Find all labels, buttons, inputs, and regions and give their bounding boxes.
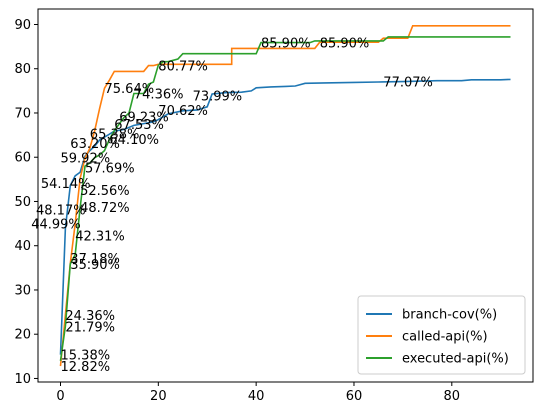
plot-lines bbox=[59, 25, 511, 367]
data-label: 12.82% bbox=[61, 360, 111, 375]
y-tick-label: 90 bbox=[14, 18, 31, 33]
data-label: 85.90% bbox=[320, 37, 370, 52]
data-label: 35.90% bbox=[70, 258, 120, 273]
y-tick-label: 10 bbox=[14, 372, 31, 387]
legend-label: executed-api(%) bbox=[402, 352, 509, 367]
data-label: 54.14% bbox=[41, 177, 91, 192]
axes-frame bbox=[37, 8, 534, 383]
x-tick-label: 80 bbox=[444, 389, 461, 404]
data-label: 15.38% bbox=[61, 349, 111, 364]
y-tick-label: 70 bbox=[14, 106, 31, 121]
y-tick-label: 20 bbox=[14, 328, 31, 343]
data-label: 24.36% bbox=[65, 309, 115, 324]
x-tick-label: 60 bbox=[346, 389, 363, 404]
y-tick-label: 50 bbox=[14, 195, 31, 210]
data-label: 21.79% bbox=[65, 320, 115, 335]
y-tick-label: 40 bbox=[14, 239, 31, 254]
data-label: 59.92% bbox=[61, 152, 111, 167]
data-label: 85.90% bbox=[261, 37, 311, 52]
y-tick-label: 80 bbox=[14, 62, 31, 77]
data-label: 48.72% bbox=[80, 201, 130, 216]
series-line-2 bbox=[59, 36, 511, 361]
data-label: 57.69% bbox=[85, 161, 135, 176]
data-label: 69.23% bbox=[119, 110, 169, 125]
data-label: 74.36% bbox=[134, 88, 184, 103]
x-tick-label: 40 bbox=[248, 389, 265, 404]
x-tick-label: 0 bbox=[56, 389, 64, 404]
y-axis-ticks: 10 20 30 40 50 60 70 80 90 bbox=[14, 18, 38, 387]
x-axis-ticks: 0 20 40 60 80 bbox=[56, 382, 460, 404]
legend: branch-cov(%) called-api(%) executed-api(%… bbox=[357, 295, 526, 375]
series-line-0 bbox=[59, 78, 511, 355]
legend-label: called-api(%) bbox=[402, 330, 488, 345]
data-label: 67.53% bbox=[114, 118, 164, 133]
data-label: 75.64% bbox=[105, 82, 155, 97]
y-tick-label: 30 bbox=[14, 283, 31, 298]
data-label: 48.17% bbox=[36, 204, 86, 219]
data-label: 44.99% bbox=[31, 218, 81, 233]
data-label: 64.10% bbox=[109, 133, 159, 148]
legend-box bbox=[357, 295, 526, 375]
data-label: 52.56% bbox=[80, 184, 130, 199]
data-label: 42.31% bbox=[75, 230, 125, 245]
data-label: 73.99% bbox=[193, 89, 243, 104]
x-tick-label: 20 bbox=[150, 389, 167, 404]
data-label: 65.38% bbox=[90, 127, 140, 142]
legend-label: branch-cov(%) bbox=[402, 308, 497, 323]
data-label: 70.62% bbox=[158, 104, 208, 119]
data-annotations: 12.82%15.38% 21.79%24.36% 35.90%37.18% 42.3… bbox=[31, 37, 433, 375]
data-label: 80.77% bbox=[158, 59, 208, 74]
data-label: 37.18% bbox=[70, 252, 120, 267]
y-tick-label: 60 bbox=[14, 151, 31, 166]
data-label: 63.20% bbox=[70, 137, 120, 152]
data-label: 77.07% bbox=[383, 76, 433, 91]
series-line-1 bbox=[59, 25, 511, 367]
